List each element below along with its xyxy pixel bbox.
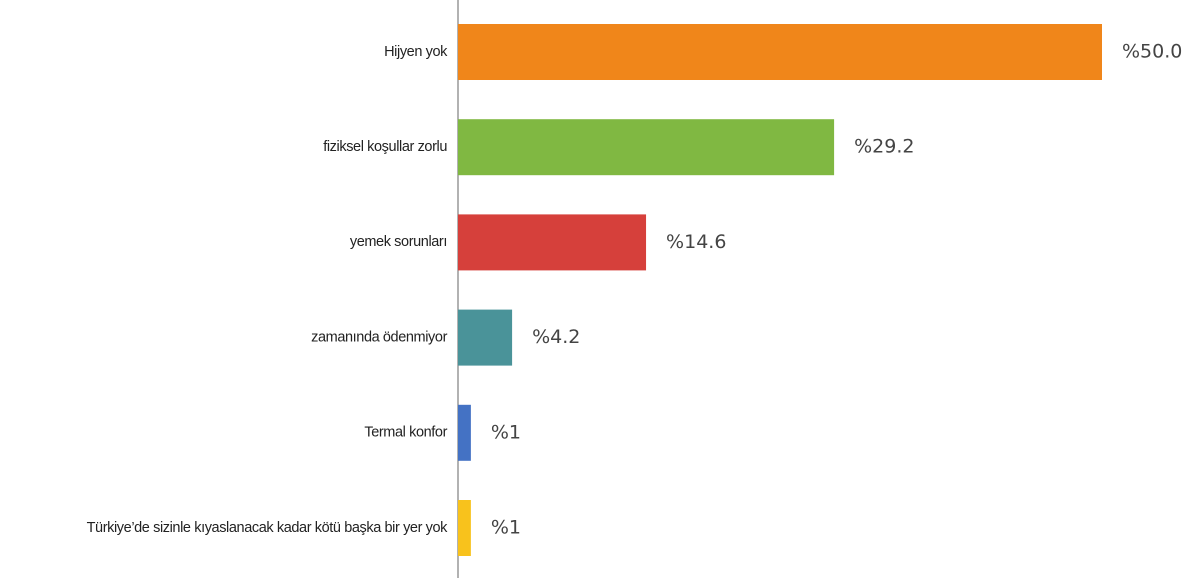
- category-label: zamanında ödenmiyor: [311, 329, 447, 345]
- bar: [458, 24, 1102, 80]
- value-label: %29.2: [854, 136, 914, 158]
- category-label: Hijyen yok: [384, 44, 448, 60]
- category-label: fiziksel koşullar zorlu: [323, 139, 447, 155]
- value-label: %14.6: [666, 231, 726, 253]
- value-label: %50.0: [1122, 41, 1182, 63]
- category-label: Termal konfor: [364, 425, 447, 441]
- value-label: %1: [491, 517, 521, 539]
- category-label: yemek sorunları: [350, 234, 447, 250]
- value-label: %1: [491, 421, 521, 443]
- bar: [458, 500, 471, 556]
- bar: [458, 214, 647, 271]
- value-label: %4.2: [532, 326, 580, 348]
- bar: [458, 119, 835, 176]
- bar: [458, 309, 513, 366]
- category-label: Türkiye’de sizinle kıyaslanacak kadar kö…: [87, 520, 449, 536]
- bar: [458, 404, 471, 461]
